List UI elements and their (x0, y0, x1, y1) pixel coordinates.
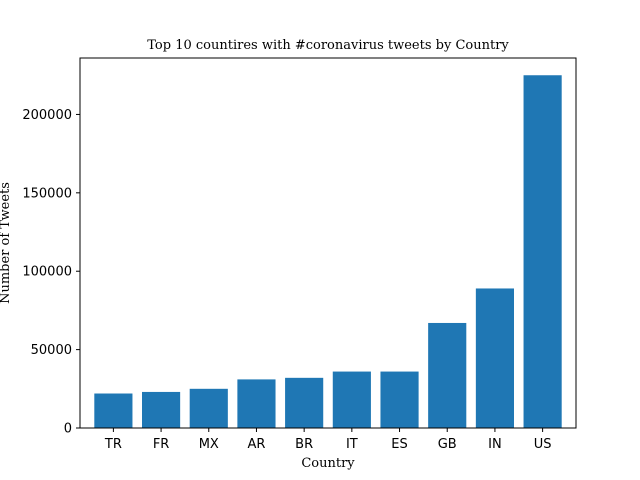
y-tick-label: 100000 (22, 265, 72, 280)
y-tick-label: 0 (64, 422, 72, 437)
bar-tr (94, 393, 133, 428)
x-tick-label: IN (488, 437, 502, 452)
bar-ar (237, 379, 276, 428)
x-tick-label: ES (391, 437, 407, 452)
x-tick-label: BR (295, 437, 313, 452)
x-tick-label: IT (346, 437, 358, 452)
bar-mx (189, 388, 228, 428)
y-tick-label: 50000 (31, 343, 72, 358)
bar-br (285, 377, 324, 428)
x-axis: TR FR MX AR BR IT ES GB IN US (104, 428, 552, 452)
x-tick-label: FR (153, 437, 170, 452)
bar-gb (428, 322, 467, 428)
y-tick-label: 150000 (22, 186, 72, 201)
bar-es (380, 371, 419, 428)
plot-frame (79, 57, 577, 429)
chart-title: Top 10 countires with #coronavirus tweet… (147, 38, 509, 53)
x-tick-label: MX (199, 437, 219, 452)
y-tick-label: 200000 (22, 108, 72, 123)
bar-fr (142, 391, 181, 428)
bars-group (94, 75, 562, 428)
x-axis-label: Country (301, 456, 355, 471)
bar-it (332, 371, 371, 428)
y-axis: 0 50000 100000 150000 200000 (22, 108, 80, 437)
bar-us (523, 75, 562, 428)
x-tick-label: AR (247, 437, 265, 452)
x-tick-label: TR (104, 437, 122, 452)
x-tick-label: US (534, 437, 552, 452)
y-axis-label: Number of Tweets (0, 182, 13, 304)
bar-in (475, 288, 514, 428)
x-tick-label: GB (438, 437, 457, 452)
